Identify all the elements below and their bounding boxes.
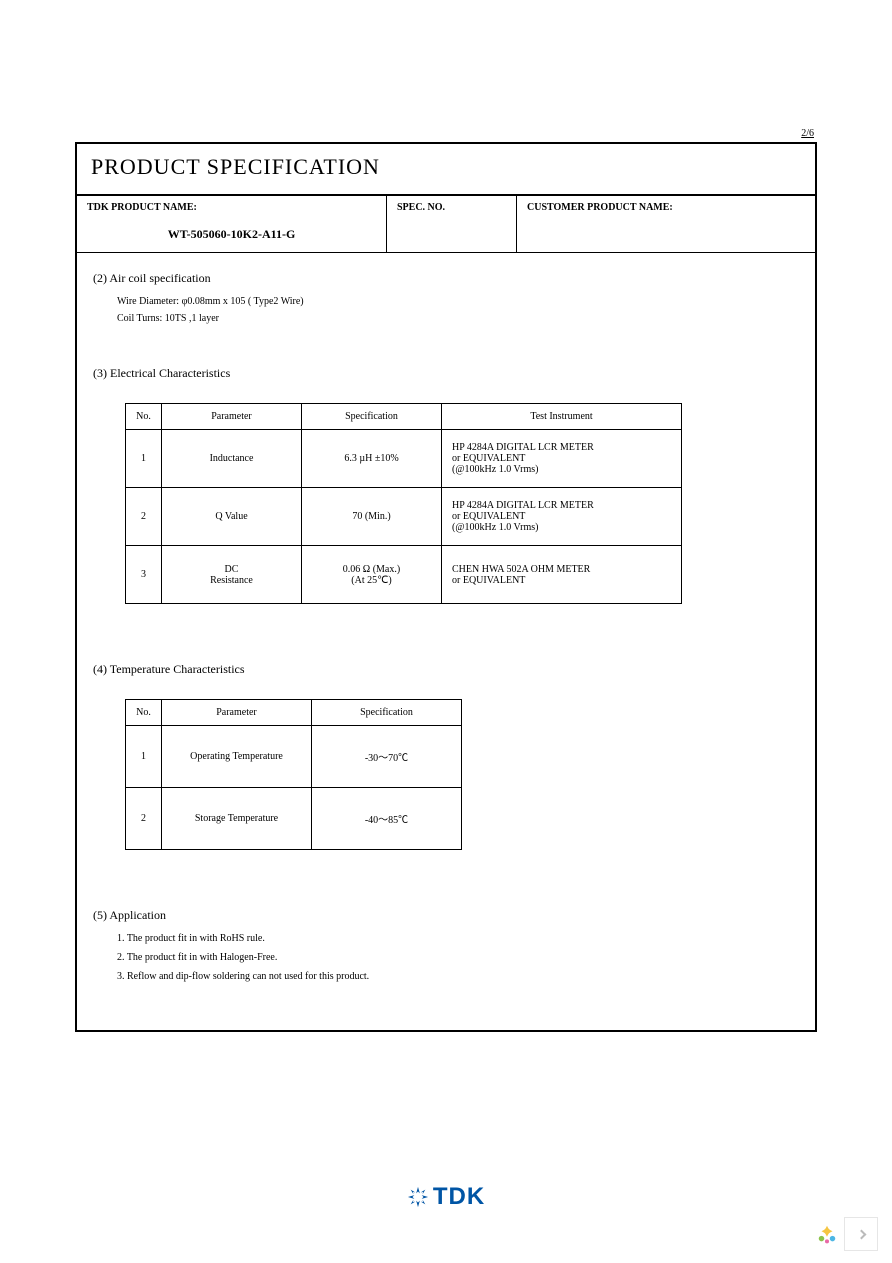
col-no: No. <box>126 404 162 430</box>
cell-spec: 70 (Min.) <box>302 488 442 546</box>
next-page-button[interactable] <box>844 1217 878 1251</box>
cell-param: Storage Temperature <box>162 788 312 850</box>
section-2-head: (2) Air coil specification <box>93 271 803 286</box>
cell-inst: HP 4284A DIGITAL LCR METERor EQUIVALENT(… <box>442 488 682 546</box>
table-header-row: No. Parameter Specification <box>126 700 462 726</box>
cell-no: 2 <box>126 488 162 546</box>
cell-spec: 6.3 µH ±10% <box>302 430 442 488</box>
cell-spec: -40～85℃ <box>312 788 462 850</box>
spec-no-label: SPEC. NO. <box>397 202 445 213</box>
cell-no: 1 <box>126 726 162 788</box>
table-row: 2 Storage Temperature -40～85℃ <box>126 788 462 850</box>
page-body: (2) Air coil specification Wire Diameter… <box>77 253 815 1030</box>
section-4-head: (4) Temperature Characteristics <box>93 662 803 677</box>
tdk-logo-text: TDK <box>433 1183 485 1211</box>
col-specification: Specification <box>312 700 462 726</box>
cell-param: DCResistance <box>162 546 302 604</box>
section-5-head: (5) Application <box>93 908 803 923</box>
header-spec-cell: SPEC. NO. <box>387 196 517 252</box>
col-specification: Specification <box>302 404 442 430</box>
cell-no: 1 <box>126 430 162 488</box>
table-row: 1 Inductance 6.3 µH ±10% HP 4284A DIGITA… <box>126 430 682 488</box>
table-header-row: No. Parameter Specification Test Instrum… <box>126 404 682 430</box>
tdk-logo-icon <box>407 1186 429 1208</box>
col-instrument: Test Instrument <box>442 404 682 430</box>
wire-diameter-line: Wire Diameter: φ0.08mm x 105 ( Type2 Wir… <box>117 296 803 307</box>
nav-app-icon[interactable] <box>810 1217 844 1251</box>
header-product-cell: TDK PRODUCT NAME: WT-505060-10K2-A11-G <box>77 196 387 252</box>
page-number: 2/6 <box>801 128 814 139</box>
document-title: PRODUCT SPECIFICATION <box>91 154 801 180</box>
table-row: 1 Operating Temperature -30～70℃ <box>126 726 462 788</box>
application-line: 3. Reflow and dip-flow soldering can not… <box>117 971 803 982</box>
application-line: 1. The product fit in with RoHS rule. <box>117 933 803 944</box>
application-line: 2. The product fit in with Halogen-Free. <box>117 952 803 963</box>
col-parameter: Parameter <box>162 700 312 726</box>
cell-param: Inductance <box>162 430 302 488</box>
product-name-label: TDK PRODUCT NAME: <box>87 202 197 213</box>
cell-spec: 0.06 Ω (Max.)(At 25℃) <box>302 546 442 604</box>
col-parameter: Parameter <box>162 404 302 430</box>
page-frame: PRODUCT SPECIFICATION TDK PRODUCT NAME: … <box>75 142 817 1032</box>
cell-param: Q Value <box>162 488 302 546</box>
cell-inst: HP 4284A DIGITAL LCR METERor EQUIVALENT(… <box>442 430 682 488</box>
customer-name-label: CUSTOMER PRODUCT NAME: <box>527 202 673 213</box>
cell-inst: CHEN HWA 502A OHM METERor EQUIVALENT <box>442 546 682 604</box>
electrical-table: No. Parameter Specification Test Instrum… <box>125 403 682 604</box>
table-row: 2 Q Value 70 (Min.) HP 4284A DIGITAL LCR… <box>126 488 682 546</box>
nav-widget <box>810 1217 878 1251</box>
temperature-table: No. Parameter Specification 1 Operating … <box>125 699 462 850</box>
col-no: No. <box>126 700 162 726</box>
cell-no: 3 <box>126 546 162 604</box>
title-row: PRODUCT SPECIFICATION <box>77 144 815 196</box>
coil-turns-line: Coil Turns: 10TS ,1 layer <box>117 313 803 324</box>
cell-param: Operating Temperature <box>162 726 312 788</box>
cell-no: 2 <box>126 788 162 850</box>
footer-logo: TDK <box>0 1183 892 1213</box>
product-name-value: WT-505060-10K2-A11-G <box>87 227 376 242</box>
section-3-head: (3) Electrical Characteristics <box>93 366 803 381</box>
table-row: 3 DCResistance 0.06 Ω (Max.)(At 25℃) CHE… <box>126 546 682 604</box>
header-row: TDK PRODUCT NAME: WT-505060-10K2-A11-G S… <box>77 196 815 253</box>
header-customer-cell: CUSTOMER PRODUCT NAME: <box>517 196 815 252</box>
cell-spec: -30～70℃ <box>312 726 462 788</box>
chevron-right-icon <box>856 1229 866 1239</box>
